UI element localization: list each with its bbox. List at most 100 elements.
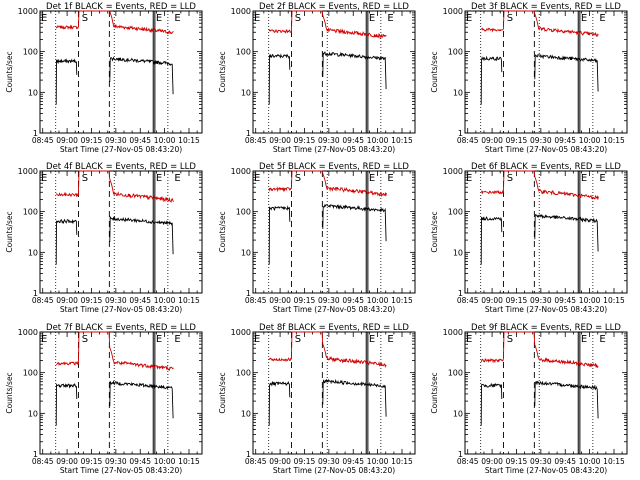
series-lld-line [55,10,174,35]
y-axis: 1 10 100 1000 Counts/sec [218,328,415,459]
x-tick-label: 10:15 [603,136,625,145]
x-tick-label: 10:00 [367,296,389,305]
y-axis: 1 10 100 1000 Counts/sec [430,7,627,138]
y-tick-label: 1 [33,450,38,459]
plot-frame [39,331,203,455]
y-tick-label: 100 [236,369,251,378]
x-tick-label: 09:30 [530,136,552,145]
series-events-line [268,53,291,105]
y-tick-label: 10 [241,409,251,418]
panel-title: Det 3f BLACK = Events, RED = LLD [471,2,621,12]
x-tick-label: 09:45 [129,296,151,305]
panel-title: Det 9f BLACK = Events, RED = LLD [471,323,621,333]
x-tick-label: 09:30 [318,136,340,145]
marker-label: S [295,173,301,184]
x-tick-label: 10:00 [579,457,601,466]
x-axis-label: Start Time (27-Nov-05 08:43:20) [273,305,395,314]
series-events-line [480,55,503,105]
x-tick-label: 09:15 [81,296,103,305]
x-axis-label: Start Time (27-Nov-05 08:43:20) [60,466,182,475]
marker-label: E [387,334,393,345]
marker-label: E [387,173,393,184]
x-axis: 08:45 09:00 09:15 09:30 09:45 10:00 10:15Start… [32,171,200,314]
y-axis: 1 10 100 1000 Counts/sec [430,167,627,298]
series-events-line [109,56,174,95]
series-lld-line [55,170,174,203]
y-tick-label: 1000 [18,7,38,16]
x-tick-label: 09:15 [506,136,528,145]
marker-label: E [41,173,47,184]
x-tick-label: 09:15 [506,457,528,466]
y-axis: 1 10 100 1000 Counts/sec [5,328,202,459]
plot-frame [252,331,416,455]
series-events-line [480,382,503,426]
series-events-line [322,51,387,90]
x-tick-label: 09:00 [481,457,503,466]
y-tick-label: 100 [448,369,463,378]
y-tick-label: 100 [236,48,251,57]
x-tick-label: 09:00 [269,457,291,466]
x-tick-label: 09:45 [129,457,151,466]
y-axis-label: Counts/sec [218,51,227,92]
y-tick-label: 1000 [231,167,251,176]
y-axis-label: Counts/sec [430,211,439,252]
y-tick-label: 1 [33,129,38,138]
y-tick-label: 100 [448,48,463,57]
plot-frame [39,170,203,294]
plot-frame [252,170,416,294]
x-tick-label: 09:45 [554,136,576,145]
x-tick-label: 09:15 [294,457,316,466]
marker-label: E [599,13,605,24]
series-lld-line [268,10,387,40]
panel-6: Det 6f BLACK = Events, RED = LLD 1 10 100 10… [430,162,628,314]
marker-label: E [156,173,162,184]
panel-9: Det 9f BLACK = Events, RED = LLD 1 10 100 10… [430,323,628,475]
series-events-line [55,382,78,426]
x-tick-label: 10:00 [154,296,176,305]
x-tick-label: 10:00 [154,457,176,466]
x-tick-label: 10:00 [154,136,176,145]
x-tick-label: 09:15 [81,457,103,466]
x-tick-label: 09:30 [318,457,340,466]
series-lld-line [480,10,599,37]
panel-8: Det 8f BLACK = Events, RED = LLD 1 10 100 10… [218,323,416,475]
panel-3: Det 3f BLACK = Events, RED = LLD 1 10 100 10… [430,2,628,154]
x-axis: 08:45 09:00 09:15 09:30 09:45 10:00 10:15Start… [245,171,413,314]
x-tick-label: 09:45 [554,296,576,305]
y-tick-label: 1000 [231,7,251,16]
marker-label: E [369,13,375,24]
x-tick-label: 09:45 [129,136,151,145]
x-tick-label: 09:15 [294,296,316,305]
x-tick-label: 10:15 [178,457,200,466]
y-tick-label: 10 [453,248,463,257]
marker-label: E [581,334,587,345]
y-tick-label: 1 [458,129,463,138]
x-tick-label: 08:45 [245,136,267,145]
x-tick-label: 09:00 [56,136,78,145]
marker-label: E [174,173,180,184]
marker-label: E [369,173,375,184]
marker-label: E [156,13,162,24]
x-tick-label: 10:15 [178,136,200,145]
x-axis-label: Start Time (27-Nov-05 08:43:20) [485,305,607,314]
panel-4: Det 4f BLACK = Events, RED = LLD 1 10 100 10… [5,162,203,314]
series-lld-line [268,170,387,198]
marker-label: E [174,334,180,345]
y-axis-label: Counts/sec [5,51,14,92]
y-tick-label: 10 [28,88,38,97]
series-events-line [268,205,291,265]
y-axis: 1 10 100 1000 Counts/sec [218,7,415,138]
x-tick-label: 10:15 [391,296,413,305]
marker-label: E [156,334,162,345]
x-tick-label: 10:00 [579,136,601,145]
panel-title: Det 4f BLACK = Events, RED = LLD [46,162,196,172]
x-tick-label: 08:45 [457,457,479,466]
panel-title: Det 5f BLACK = Events, RED = LLD [259,162,409,172]
x-tick-label: 10:15 [603,296,625,305]
plot-frame [39,10,203,134]
x-tick-label: 09:45 [342,457,364,466]
y-tick-label: 1000 [18,167,38,176]
marker-label: S [295,13,301,24]
